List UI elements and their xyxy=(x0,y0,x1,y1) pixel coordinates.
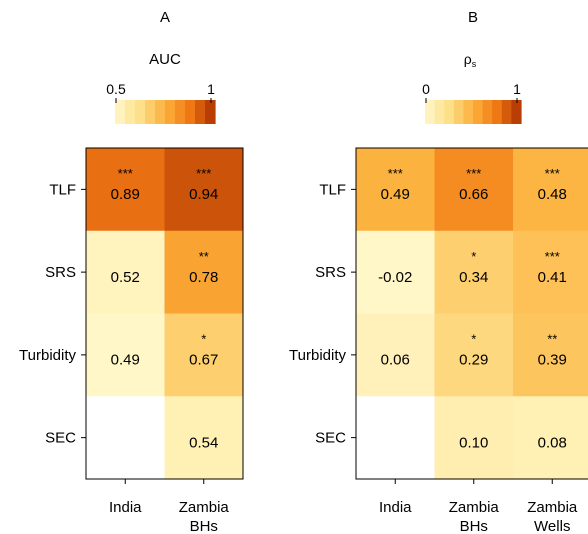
column-label: India xyxy=(379,499,412,516)
cell-value-label: 0.06 xyxy=(381,352,410,369)
colorbar-segment xyxy=(175,100,186,124)
title-main: ρ xyxy=(464,51,472,67)
row-label: Turbidity xyxy=(19,347,76,364)
significance-marker: *** xyxy=(388,166,403,181)
cell-value-label: 0.67 xyxy=(189,352,218,369)
cell-value-label: 0.49 xyxy=(381,186,410,203)
column-label: BHs xyxy=(190,518,218,534)
column-label: Zambia xyxy=(449,499,500,516)
colorbar-segment xyxy=(453,100,464,124)
colorbar-tick-label: 1 xyxy=(207,81,215,97)
heatmap-cell xyxy=(434,396,514,480)
heatmap-cell xyxy=(434,230,514,314)
colorbar-segment xyxy=(434,100,445,124)
row-label: SRS xyxy=(45,264,76,281)
colorbar-segment xyxy=(205,100,216,124)
colorbar-segment xyxy=(125,100,136,124)
colorbar-segment xyxy=(501,100,512,124)
heatmap-cell xyxy=(356,230,435,314)
colorbar-tick-label: 0.5 xyxy=(106,81,126,97)
chart-title: AUC xyxy=(149,51,181,68)
row-label: Turbidity xyxy=(289,347,346,364)
panel-label: A xyxy=(160,9,170,26)
title-subscript: s xyxy=(472,59,477,69)
heatmap-cell xyxy=(513,313,588,397)
column-label: BHs xyxy=(460,518,488,534)
heatmap-cell xyxy=(356,148,435,232)
heatmap-cell xyxy=(434,148,514,232)
significance-marker: *** xyxy=(196,166,211,181)
heatmap-cell xyxy=(356,313,435,397)
colorbar-segment xyxy=(135,100,146,124)
heatmap-cell xyxy=(164,230,244,314)
colorbar-tick-label: 0 xyxy=(422,81,430,97)
colorbar-segment xyxy=(185,100,196,124)
heatmap-cell xyxy=(86,230,165,314)
colorbar-segment xyxy=(425,100,436,124)
heatmap-cell xyxy=(164,313,244,397)
cell-value-label: 0.08 xyxy=(538,434,567,451)
cell-value-label: 0.49 xyxy=(111,352,140,369)
heatmap-cell xyxy=(356,396,435,480)
row-label: TLF xyxy=(319,181,346,198)
row-label: SEC xyxy=(315,430,346,447)
chart-title: ρs xyxy=(464,51,477,69)
colorbar-segment xyxy=(444,100,455,124)
significance-marker: *** xyxy=(545,249,560,264)
cell-value-label: 0.66 xyxy=(459,186,488,203)
significance-marker: ** xyxy=(199,249,209,264)
significance-marker: *** xyxy=(118,166,133,181)
colorbar-segment xyxy=(155,100,166,124)
row-label: SRS xyxy=(315,264,346,281)
heatmap-cell xyxy=(86,313,165,397)
cell-value-label: 0.89 xyxy=(111,186,140,203)
colorbar-segment xyxy=(165,100,176,124)
column-label: Wells xyxy=(534,518,570,534)
heatmap-cell xyxy=(164,396,244,480)
column-label: Zambia xyxy=(527,499,578,516)
cell-value-label: 0.39 xyxy=(538,352,567,369)
cell-value-label: 0.29 xyxy=(459,352,488,369)
cell-value-label: 0.78 xyxy=(189,269,218,286)
row-label: SEC xyxy=(45,430,76,447)
significance-marker: *** xyxy=(466,166,481,181)
heatmap-cell xyxy=(86,396,165,480)
heatmap-cell xyxy=(513,148,588,232)
colorbar-segment xyxy=(463,100,474,124)
cell-value-label: 0.54 xyxy=(189,434,218,451)
panel-label: B xyxy=(468,9,478,26)
colorbar-tick-label: 1 xyxy=(513,81,521,97)
row-label: TLF xyxy=(49,181,76,198)
significance-marker: *** xyxy=(545,166,560,181)
colorbar-segment xyxy=(492,100,503,124)
significance-marker: ** xyxy=(547,332,557,347)
cell-value-label: 0.52 xyxy=(111,269,140,286)
colorbar-segment xyxy=(195,100,206,124)
cell-value-label: 0.34 xyxy=(459,269,488,286)
cell-value-label: 0.94 xyxy=(189,186,218,203)
heatmap-cell xyxy=(86,148,165,232)
cell-value-label: 0.41 xyxy=(538,269,567,286)
cell-value-label: 0.48 xyxy=(538,186,567,203)
heatmap-cell xyxy=(513,230,588,314)
significance-marker: * xyxy=(471,332,476,347)
colorbar-segment xyxy=(145,100,156,124)
column-label: India xyxy=(109,499,142,516)
heatmap-cell xyxy=(164,148,244,232)
cell-value-label: 0.10 xyxy=(459,434,488,451)
heatmap-cell xyxy=(434,313,514,397)
cell-value-label: -0.02 xyxy=(378,269,412,286)
colorbar-segment xyxy=(115,100,126,124)
colorbar-segment xyxy=(482,100,493,124)
significance-marker: * xyxy=(471,249,476,264)
colorbar-segment xyxy=(511,100,522,124)
colorbar-segment xyxy=(473,100,484,124)
heatmap-cell xyxy=(513,396,588,480)
significance-marker: * xyxy=(201,332,206,347)
heatmap-frame xyxy=(85,147,244,480)
column-label: Zambia xyxy=(179,499,230,516)
